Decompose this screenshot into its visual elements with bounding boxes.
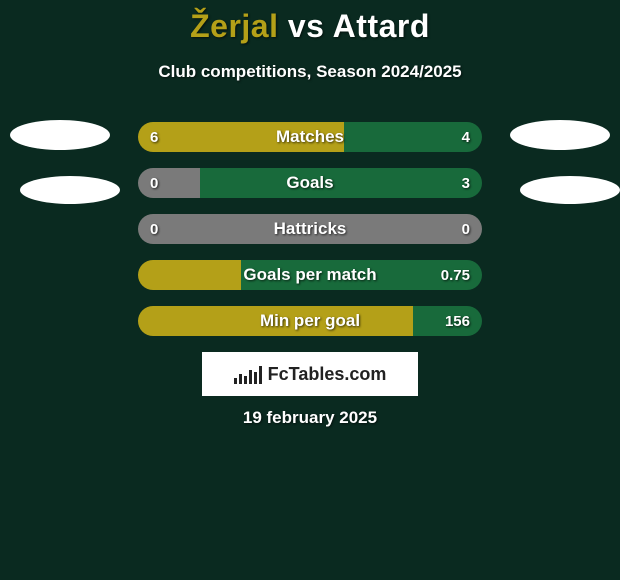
stat-value-right: 0	[462, 214, 470, 244]
avatar-placeholder-right-2	[520, 176, 620, 204]
date-label: 19 february 2025	[0, 408, 620, 428]
stat-label: Goals	[138, 168, 482, 198]
logo-text: FcTables.com	[268, 364, 387, 385]
logo-text-3: .com	[344, 364, 386, 384]
stat-label: Goals per match	[138, 260, 482, 290]
stat-row: Goals per match0.75	[138, 260, 482, 290]
stat-value-left: 6	[150, 122, 158, 152]
avatar-placeholder-right-1	[510, 120, 610, 150]
stat-value-left: 0	[150, 168, 158, 198]
logo-text-2: Tables	[289, 364, 345, 384]
stat-row: Goals0 3	[138, 168, 482, 198]
title-player1: Žerjal	[190, 8, 278, 44]
stat-value-left: 0	[150, 214, 158, 244]
stat-label: Matches	[138, 122, 482, 152]
stat-row: Min per goal156	[138, 306, 482, 336]
avatar-placeholder-left-2	[20, 176, 120, 204]
stat-value-right: 0.75	[441, 260, 470, 290]
logo-box: FcTables.com	[202, 352, 418, 396]
comparison-card: Žerjal vs Attard Club competitions, Seas…	[0, 0, 620, 580]
stat-value-right: 156	[445, 306, 470, 336]
page-title: Žerjal vs Attard	[0, 8, 620, 45]
bar-chart-icon	[234, 364, 262, 384]
stat-label: Hattricks	[138, 214, 482, 244]
title-player2: Attard	[333, 8, 430, 44]
stat-value-right: 4	[462, 122, 470, 152]
logo-text-1: Fc	[268, 364, 289, 384]
stat-rows: Matches64Goals03Hattricks00Goals per mat…	[138, 122, 482, 352]
avatar-placeholder-left-1	[10, 120, 110, 150]
stat-value-right: 3	[462, 168, 470, 198]
stat-row: Hattricks0 0	[138, 214, 482, 244]
stat-row: Matches6 4	[138, 122, 482, 152]
subtitle: Club competitions, Season 2024/2025	[0, 62, 620, 82]
title-vs: vs	[278, 8, 332, 44]
stat-label: Min per goal	[138, 306, 482, 336]
